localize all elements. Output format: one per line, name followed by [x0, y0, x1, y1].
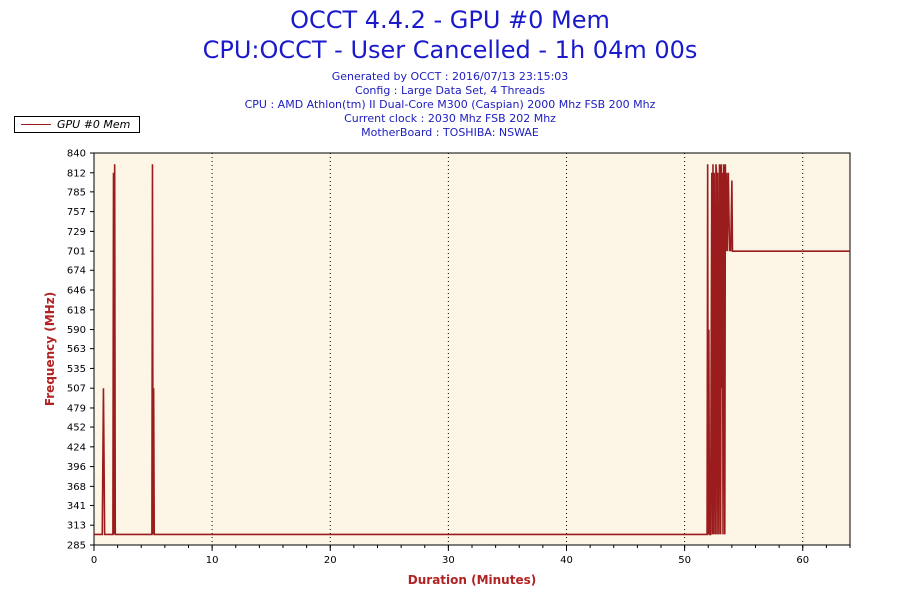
x-axis-label: Duration (Minutes): [408, 573, 536, 587]
info-current-clock: Current clock : 2030 Mhz FSB 202 Mhz: [344, 112, 556, 125]
info-generated: Generated by OCCT : 2016/07/13 23:15:03: [331, 70, 569, 83]
y-tick-label: 840: [67, 149, 86, 160]
plot-area: [93, 152, 851, 546]
legend-label: GPU #0 Mem: [57, 118, 131, 131]
legend: GPU #0 Mem: [14, 116, 140, 133]
chart-subtitle: CPU:OCCT - User Cancelled - 1h 04m 00s: [202, 36, 698, 64]
y-tick-label: 785: [67, 187, 86, 198]
info-motherboard: MotherBoard : TOSHIBA: NSWAE: [361, 126, 539, 139]
y-tick-label: 701: [67, 247, 86, 258]
y-tick-label: 535: [67, 364, 86, 375]
y-tick-label: 729: [67, 227, 86, 238]
y-tick-label: 479: [67, 403, 86, 414]
x-tick-label: 50: [678, 555, 691, 566]
y-axis-label: Frequency (MHz): [43, 292, 57, 406]
x-tick-label: 20: [324, 555, 337, 566]
y-tick-label: 396: [67, 462, 86, 473]
y-tick-label: 341: [67, 501, 86, 512]
info-config: Config : Large Data Set, 4 Threads: [355, 84, 545, 97]
y-tick-label: 368: [67, 482, 86, 493]
y-tick-label: 812: [67, 168, 86, 179]
x-tick-label: 60: [796, 555, 809, 566]
y-tick-label: 563: [67, 344, 86, 355]
legend-swatch: [21, 124, 51, 125]
y-tick-label: 757: [67, 207, 86, 218]
x-tick-label: 30: [442, 555, 455, 566]
y-tick-label: 507: [67, 384, 86, 395]
y-tick-label: 424: [67, 442, 86, 453]
y-tick-label: 618: [67, 305, 86, 316]
y-tick-label: 452: [67, 423, 86, 434]
series-line-gpu-mem: [94, 164, 850, 536]
y-tick-label: 313: [67, 521, 86, 532]
x-tick-label: 0: [91, 555, 97, 566]
y-tick-label: 285: [67, 541, 86, 552]
chart-title: OCCT 4.4.2 - GPU #0 Mem: [290, 6, 610, 34]
x-tick-label: 10: [206, 555, 219, 566]
y-tick-label: 674: [67, 266, 86, 277]
y-tick-label: 646: [67, 286, 86, 297]
y-tick-label: 590: [67, 325, 86, 336]
x-tick-label: 40: [560, 555, 573, 566]
info-cpu: CPU : AMD Athlon(tm) II Dual-Core M300 (…: [244, 98, 656, 111]
